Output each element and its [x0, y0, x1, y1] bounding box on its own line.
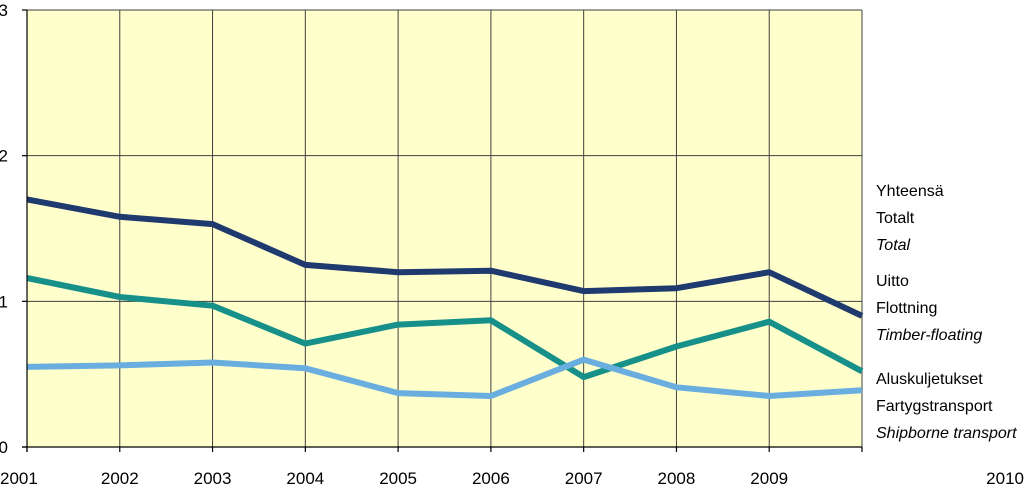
legend-label-series-3: Aluskuljetukset [876, 371, 983, 388]
x-tick-label: 2003 [194, 469, 232, 488]
x-tick-label: 2007 [565, 469, 603, 488]
series-lines [26, 196, 864, 399]
legend-label-series-1: Totalt [876, 210, 915, 227]
axes [22, 9, 863, 452]
legend-label-series-3: Fartygstransport [876, 398, 993, 415]
series-line-1 [26, 196, 864, 319]
series-line-2 [26, 275, 864, 381]
y-tick-labels: 0 1 2 3 [0, 1, 8, 457]
legend-label-series-1: Total [876, 237, 911, 254]
legend-label-series-2: Uitto [876, 273, 909, 290]
legend-label-series-2: Timber-floating [876, 327, 982, 344]
x-tick-label: 2001 [0, 469, 38, 488]
x-tick-label: 2006 [472, 469, 510, 488]
y-tick-label: 3 [0, 1, 8, 20]
y-tick-label: 1 [0, 292, 8, 311]
x-tick-label: 2005 [379, 469, 417, 488]
legend-label-series-3: Shipborne transport [876, 425, 1017, 442]
plot-area [27, 10, 862, 447]
x-tick-label: 2004 [286, 469, 324, 488]
legend: Yhteensä Totalt Total Uitto Flottning Timber-… [876, 183, 1017, 442]
legend-label-series-2: Flottning [876, 300, 937, 317]
x-tick-label: 2009 [750, 469, 788, 488]
x-tick-label: 2002 [101, 469, 139, 488]
legend-label-series-1: Yhteensä [876, 183, 944, 200]
series-line-3 [26, 356, 863, 399]
x-tick-label: 2010 [986, 469, 1024, 488]
x-tick-labels: 2001 2002 2003 2004 2005 2006 2007 2008 2009 2010 [0, 469, 1024, 488]
y-tick-label: 2 [0, 147, 8, 166]
x-tick-label: 2008 [658, 469, 696, 488]
y-tick-label: 0 [0, 438, 8, 457]
